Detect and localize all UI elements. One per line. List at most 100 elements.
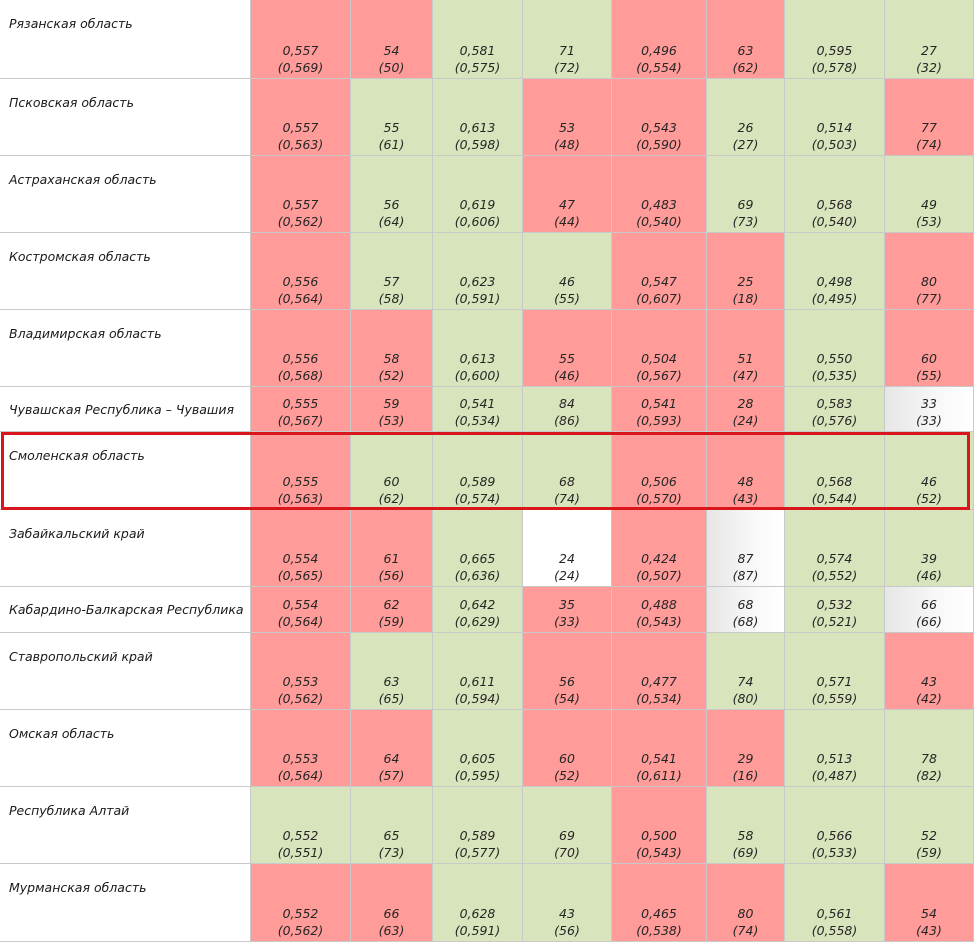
previous-value: (61)	[378, 137, 405, 152]
value-cell: 58 (69)	[707, 787, 785, 864]
previous-value: (47)	[732, 368, 759, 383]
region-name-cell: Смоленская область	[0, 432, 251, 510]
region-name: Омская область	[9, 726, 115, 741]
previous-value: (0,540)	[636, 214, 682, 229]
previous-value: (82)	[916, 768, 942, 783]
current-value: 0,483	[641, 197, 677, 212]
current-value: 66	[921, 597, 937, 612]
previous-value: (0,562)	[277, 923, 324, 938]
previous-value: (56)	[554, 923, 580, 938]
current-value: 0,424	[641, 551, 677, 566]
value-cell: 0,477 (0,534)	[612, 633, 707, 710]
current-value: 58	[383, 351, 400, 366]
value-cell: 0,541 (0,593)	[612, 387, 707, 432]
previous-value: (0,554)	[636, 60, 682, 75]
current-value: 0,552	[282, 906, 319, 921]
previous-value: (73)	[378, 845, 405, 860]
value-cell: 58 (52)	[351, 310, 433, 387]
previous-value: (0,540)	[811, 214, 858, 229]
current-value: 0,628	[459, 906, 496, 921]
value-cell: 60 (55)	[885, 310, 974, 387]
value-cell: 63 (65)	[351, 633, 433, 710]
value-cell: 0,613 (0,598)	[433, 79, 523, 156]
value-cell: 0,554 (0,564)	[251, 587, 351, 633]
region-name: Ставропольский край	[9, 649, 153, 664]
value-cell: 74 (80)	[707, 633, 785, 710]
value-cell: 0,506 (0,570)	[612, 432, 707, 510]
value-cell: 0,581 (0,575)	[433, 0, 523, 79]
previous-value: (0,606)	[454, 214, 501, 229]
region-name-cell: Костромская область	[0, 233, 251, 310]
current-value: 0,532	[816, 597, 853, 612]
value-cell: 0,665 (0,636)	[433, 510, 523, 587]
previous-value: (0,594)	[454, 691, 501, 706]
current-value: 0,504	[641, 351, 677, 366]
previous-value: (68)	[732, 614, 759, 629]
previous-value: (0,495)	[811, 291, 858, 306]
current-value: 62	[383, 597, 400, 612]
current-value: 35	[559, 597, 575, 612]
value-cell: 84 (86)	[523, 387, 612, 432]
previous-value: (0,564)	[277, 768, 324, 783]
previous-value: (74)	[732, 923, 759, 938]
previous-value: (57)	[378, 768, 405, 783]
previous-value: (0,559)	[811, 691, 858, 706]
current-value: 80	[921, 274, 937, 289]
previous-value: (24)	[732, 413, 759, 428]
current-value: 68	[737, 597, 754, 612]
previous-value: (0,591)	[454, 923, 501, 938]
previous-value: (56)	[378, 568, 405, 583]
current-value: 54	[383, 43, 400, 58]
previous-value: (18)	[732, 291, 759, 306]
current-value: 0,589	[459, 828, 496, 843]
previous-value: (0,564)	[277, 614, 324, 629]
region-name: Костромская область	[9, 249, 151, 264]
value-cell: 0,532 (0,521)	[785, 587, 885, 633]
region-name-cell: Кабардино-Балкарская Республика	[0, 587, 251, 633]
previous-value: (0,563)	[277, 491, 324, 506]
previous-value: (46)	[916, 568, 942, 583]
value-cell: 53 (48)	[523, 79, 612, 156]
current-value: 58	[737, 828, 754, 843]
previous-value: (0,552)	[811, 568, 858, 583]
value-cell: 0,571 (0,559)	[785, 633, 885, 710]
previous-value: (69)	[732, 845, 759, 860]
region-name-cell: Владимирская область	[0, 310, 251, 387]
previous-value: (0,600)	[454, 368, 501, 383]
current-value: 0,581	[459, 43, 496, 58]
previous-value: (33)	[916, 413, 942, 428]
region-name: Мурманская область	[9, 880, 147, 895]
value-cell: 0,628 (0,591)	[433, 864, 523, 942]
value-cell: 29 (16)	[707, 710, 785, 787]
previous-value: (46)	[554, 368, 580, 383]
value-cell: 0,483 (0,540)	[612, 156, 707, 233]
previous-value: (55)	[916, 368, 942, 383]
previous-value: (86)	[554, 413, 580, 428]
region-name: Псковская область	[9, 95, 134, 110]
current-value: 0,496	[641, 43, 677, 58]
current-value: 84	[559, 396, 575, 411]
value-cell: 0,500 (0,543)	[612, 787, 707, 864]
previous-value: (32)	[916, 60, 942, 75]
previous-value: (0,574)	[454, 491, 501, 506]
current-value: 0,547	[641, 274, 677, 289]
previous-value: (70)	[554, 845, 580, 860]
current-value: 0,571	[816, 674, 853, 689]
value-cell: 0,605 (0,595)	[433, 710, 523, 787]
current-value: 74	[737, 674, 754, 689]
region-name-cell: Забайкальский край	[0, 510, 251, 587]
value-cell: 0,555 (0,563)	[251, 432, 351, 510]
value-cell: 0,543 (0,590)	[612, 79, 707, 156]
value-cell: 68 (74)	[523, 432, 612, 510]
current-value: 0,613	[459, 120, 496, 135]
value-cell: 61 (56)	[351, 510, 433, 587]
value-cell: 33 (33)	[885, 387, 974, 432]
value-cell: 0,541 (0,534)	[433, 387, 523, 432]
previous-value: (48)	[554, 137, 580, 152]
current-value: 0,543	[641, 120, 677, 135]
current-value: 61	[383, 551, 400, 566]
current-value: 0,568	[816, 197, 853, 212]
value-cell: 77 (74)	[885, 79, 974, 156]
region-name: Рязанская область	[9, 16, 133, 31]
